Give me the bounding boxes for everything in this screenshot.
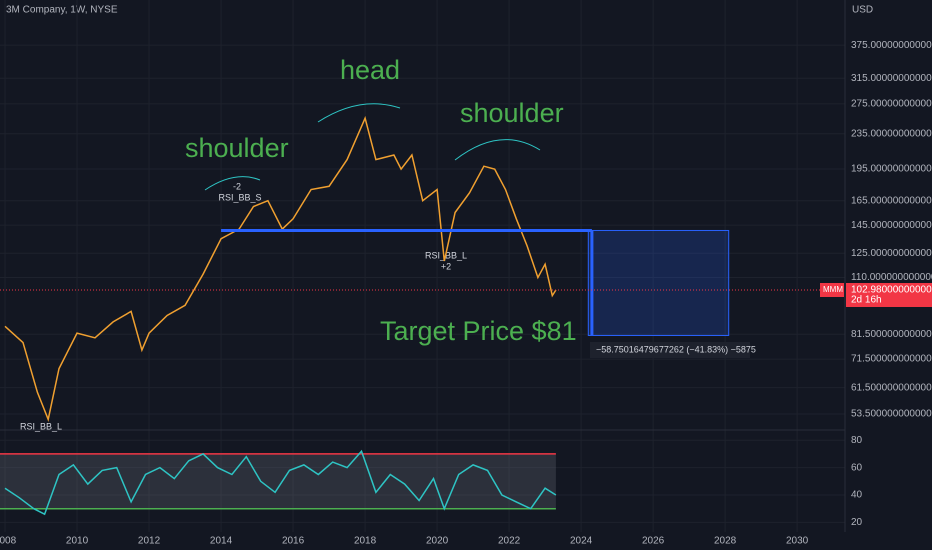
y-tick-label: 80	[851, 435, 863, 446]
x-tick-label: 2012	[138, 536, 161, 547]
annotation: shoulder	[460, 98, 564, 128]
rsi-band	[0, 453, 556, 509]
x-tick-label: 2010	[66, 536, 89, 547]
y-tick-label: 315.0000000000000000	[851, 73, 932, 84]
y-tick-label: 60	[851, 462, 863, 473]
countdown: 2d 16h	[851, 295, 882, 306]
target-zone	[587, 229, 730, 336]
signal: RSI_BB_L	[20, 421, 62, 431]
y-tick-label: 40	[851, 490, 863, 501]
y-tick-label: 71.5000000000000000	[851, 354, 932, 365]
measure-label: −58.75016479677262 (−41.83%) −5875	[596, 344, 756, 354]
signal: -2	[233, 181, 241, 191]
measure-box	[590, 342, 750, 358]
x-tick-label: 2014	[210, 536, 233, 547]
symbol-label: MMM	[823, 285, 843, 294]
annotation: head	[340, 55, 400, 85]
y-tick-label: 235.0000000000000000	[851, 128, 932, 139]
shoulder-arc	[454, 139, 541, 161]
x-tick-label: 2024	[570, 536, 593, 547]
x-tick-label: 2008	[0, 536, 17, 547]
x-tick-label: 2020	[426, 536, 449, 547]
y-tick-label: 375.0000000000000000	[851, 40, 932, 51]
y-tick-label: 20	[851, 517, 863, 528]
shoulder-arc	[204, 176, 261, 191]
x-tick-label: 2028	[714, 536, 737, 547]
annotation: shoulder	[185, 133, 289, 163]
price-line	[4, 115, 557, 422]
y-tick-label: 81.5000000000000000	[851, 329, 932, 340]
price-line	[4, 449, 557, 516]
x-tick-label: 2016	[282, 536, 305, 547]
annotation: Target Price $81	[380, 316, 577, 346]
price-tag	[846, 282, 932, 307]
x-tick-label: 2030	[786, 536, 809, 547]
signal: +2	[441, 261, 451, 271]
y-tick-label: 53.5000000000000000	[851, 409, 932, 420]
x-tick-label: 2018	[354, 536, 377, 547]
price-tag-label: 102.9800000000000000	[851, 285, 932, 296]
symbol-tag	[820, 282, 844, 297]
x-tick-label: 2022	[498, 536, 521, 547]
y-tick-label: 145.0000000000000000	[851, 220, 932, 231]
x-tick-label: 2026	[642, 536, 665, 547]
grid	[0, 0, 845, 532]
currency: USD	[852, 5, 873, 16]
chart-title: 3M Company, 1W, NYSE	[6, 5, 118, 16]
signal: RSI_BB_S	[218, 192, 261, 202]
y-tick-label: 275.0000000000000000	[851, 99, 932, 110]
head-arc	[317, 103, 401, 123]
y-tick-label: 125.0000000000000000	[851, 248, 932, 259]
y-tick-label: 110.0000000000000000	[851, 272, 932, 283]
y-tick-label: 165.0000000000000000	[851, 195, 932, 206]
y-tick-label: 195.0000000000000000	[851, 164, 932, 175]
y-tick-label: 61.5000000000000000	[851, 382, 932, 393]
